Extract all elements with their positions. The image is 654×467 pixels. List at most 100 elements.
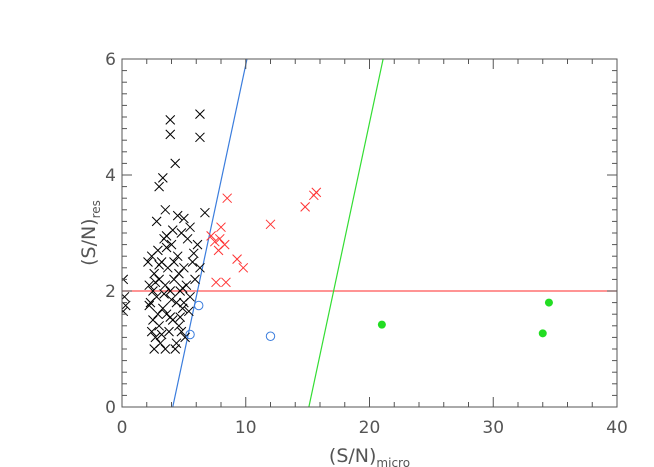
x-tick-label-40: 40: [606, 418, 628, 438]
point-s1-3-b: [216, 222, 226, 233]
point-s0-61-b: [157, 173, 168, 183]
point-s0-62-b: [170, 158, 181, 169]
point-s0-49: [161, 242, 172, 253]
point-s0-39-b: [182, 233, 193, 244]
point-s0-49-b: [161, 242, 172, 253]
point-s2-2: [265, 331, 276, 341]
point-s0-4-b: [143, 257, 153, 267]
point-s0-30-b: [171, 297, 182, 308]
ticks: 0 10 20 30 40 0 2 4 6: [105, 50, 628, 438]
point-s0-32-b: [174, 320, 184, 331]
x-axis-label-main: (S/N): [329, 445, 377, 467]
point-s0-54: [176, 326, 187, 337]
point-s0-5-b: [144, 280, 155, 291]
point-s0-55: [179, 297, 189, 308]
point-s0-14-b: [154, 320, 164, 331]
point-s0-68-b: [179, 213, 189, 224]
point-s0-28-b: [169, 274, 179, 285]
point-s0-56: [154, 260, 164, 270]
point-s0-1-b: [122, 291, 130, 300]
point-s0-11: [150, 332, 161, 343]
point-s1-5: [211, 277, 221, 288]
point-s0-66: [195, 109, 205, 119]
point-s1-4: [219, 239, 230, 250]
point-s0-52: [171, 338, 182, 349]
point-s0-62: [170, 158, 181, 169]
point-s0-36: [179, 262, 189, 273]
point-s0-64: [165, 115, 176, 125]
point-s1-10-b: [265, 219, 276, 230]
point-s0-31: [172, 251, 183, 262]
point-s0-75-b: [183, 306, 194, 317]
y-axis-label-main: (S/N): [78, 218, 100, 266]
point-s0-43: [192, 239, 203, 250]
point-s2-0: [194, 300, 204, 311]
point-s1-9: [222, 193, 233, 204]
point-s0-18: [157, 303, 168, 314]
point-s0-48-b: [156, 329, 167, 340]
point-s0-1: [122, 291, 130, 302]
point-s0-13-b: [153, 245, 163, 256]
x-tick-label-0: 0: [117, 418, 128, 438]
point-s0-77: [175, 312, 186, 322]
point-s0-58: [151, 216, 162, 227]
reference-line-2: [308, 59, 384, 407]
point-s0-69-b: [200, 207, 210, 218]
point-s0-76-b: [166, 294, 177, 305]
reference-lines: [122, 59, 617, 407]
point-s0-59: [160, 204, 171, 215]
point-s0-28: [169, 274, 179, 285]
point-s0-72: [161, 231, 172, 241]
point-s0-53: [174, 268, 184, 279]
point-s1-0-b: [206, 231, 216, 241]
point-s0-67: [172, 210, 183, 221]
x-axis-label: (S/N)micro: [329, 445, 410, 467]
point-s0-37: [180, 332, 190, 343]
reference-line-1: [172, 59, 248, 407]
point-s1-13-b: [311, 187, 322, 198]
point-s0-20-b: [160, 344, 171, 354]
x-tick-label-30: 30: [482, 418, 504, 438]
y-tick-label-0: 0: [105, 398, 116, 418]
point-s3-2: [544, 298, 553, 307]
point-s0-41-b: [187, 257, 198, 267]
point-s0-77-b: [175, 312, 186, 322]
point-s1-8-b: [238, 262, 249, 273]
point-s0-39: [182, 233, 193, 244]
point-s1-8: [238, 262, 249, 273]
point-s0-43-b: [192, 239, 203, 250]
point-s0-50-b: [165, 312, 176, 322]
point-s0-57-b: [144, 300, 155, 311]
point-s1-11-b: [300, 202, 311, 212]
plot-frame: [121, 58, 618, 408]
point-s0-13: [153, 245, 163, 256]
point-s0-66-b: [195, 109, 205, 119]
point-s3-1: [538, 329, 547, 338]
y-axis-label: (S/N)res: [78, 200, 103, 266]
point-s1-14: [214, 233, 225, 244]
point-s0-25: [165, 286, 176, 296]
point-s1-1: [209, 236, 220, 247]
point-s0-21: [160, 280, 171, 291]
point-s0-24-b: [164, 326, 174, 337]
point-s0-26: [166, 239, 177, 250]
point-s0-37-b: [180, 332, 190, 343]
point-s1-6-b: [221, 277, 231, 288]
point-s0-32: [174, 320, 184, 331]
point-s1-13: [311, 187, 322, 198]
point-s0-2-b: [122, 300, 131, 310]
point-s0-14: [154, 320, 164, 331]
y-tick-label-6: 6: [105, 50, 116, 70]
point-s0-68: [179, 213, 189, 224]
point-s0-10: [149, 268, 160, 279]
point-s0-42: [190, 274, 200, 285]
point-s0-79-b: [150, 277, 161, 288]
point-s0-20: [160, 344, 171, 354]
point-s1-4-b: [219, 239, 230, 250]
point-s0-65-b: [195, 132, 205, 143]
point-s0-9-b: [148, 286, 158, 296]
point-s0-64-b: [165, 115, 176, 125]
point-s3-0: [377, 320, 386, 329]
point-s1-5-b: [211, 277, 221, 288]
